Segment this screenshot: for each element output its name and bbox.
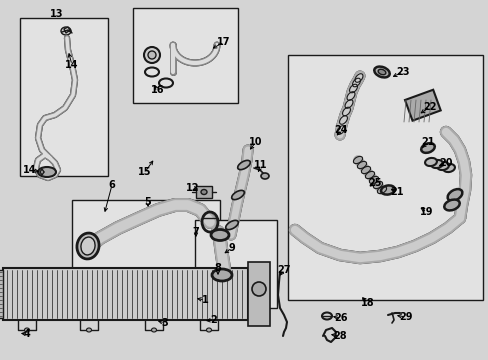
Ellipse shape: [81, 237, 95, 255]
Text: 22: 22: [423, 102, 436, 112]
Text: 4: 4: [23, 329, 30, 339]
Ellipse shape: [420, 143, 434, 153]
Text: 18: 18: [361, 298, 374, 308]
Text: 26: 26: [334, 313, 347, 323]
Ellipse shape: [206, 328, 211, 332]
Ellipse shape: [442, 164, 454, 172]
Ellipse shape: [210, 230, 228, 240]
Text: 1: 1: [201, 295, 208, 305]
Bar: [72, 200, 220, 310]
Ellipse shape: [201, 189, 206, 194]
Text: 29: 29: [398, 312, 412, 322]
Bar: [404, 90, 440, 121]
Bar: [247, 262, 269, 326]
Ellipse shape: [148, 51, 156, 59]
Bar: [195, 220, 276, 308]
Ellipse shape: [424, 158, 436, 166]
Text: 13: 13: [50, 9, 63, 19]
Ellipse shape: [251, 282, 265, 296]
Text: 5: 5: [144, 197, 151, 207]
Text: 12: 12: [186, 183, 199, 193]
Ellipse shape: [61, 27, 71, 35]
Ellipse shape: [86, 328, 91, 332]
Text: 17: 17: [217, 37, 230, 47]
Text: 25: 25: [367, 178, 381, 188]
Text: 14: 14: [65, 60, 79, 70]
Ellipse shape: [436, 162, 448, 170]
Ellipse shape: [143, 47, 160, 63]
Text: 2: 2: [210, 315, 217, 325]
Text: 10: 10: [249, 137, 262, 147]
Bar: [0, 270, 3, 318]
Ellipse shape: [212, 269, 231, 281]
Text: 16: 16: [151, 85, 164, 95]
Ellipse shape: [261, 173, 268, 179]
Text: 21: 21: [420, 137, 434, 147]
Ellipse shape: [380, 185, 394, 195]
Ellipse shape: [447, 189, 462, 201]
Ellipse shape: [38, 167, 56, 177]
Text: 23: 23: [395, 67, 409, 77]
Text: 8: 8: [214, 263, 221, 273]
Text: 11: 11: [254, 160, 267, 170]
Ellipse shape: [24, 328, 29, 332]
Ellipse shape: [430, 160, 442, 168]
Ellipse shape: [444, 199, 459, 211]
Ellipse shape: [225, 220, 238, 230]
Ellipse shape: [151, 328, 156, 332]
Text: 24: 24: [334, 125, 347, 135]
Text: 15: 15: [138, 167, 151, 177]
Bar: [3, 268, 247, 320]
Text: 21: 21: [389, 187, 403, 197]
Text: 3: 3: [162, 318, 168, 328]
Text: 20: 20: [438, 158, 452, 168]
Ellipse shape: [373, 67, 389, 77]
Bar: [196, 186, 212, 198]
Bar: [133, 8, 238, 103]
Text: 7: 7: [192, 227, 199, 237]
Ellipse shape: [237, 160, 250, 170]
Ellipse shape: [77, 233, 99, 259]
Ellipse shape: [377, 69, 385, 75]
Bar: [20, 18, 108, 176]
Text: 28: 28: [332, 331, 346, 341]
Text: 14: 14: [23, 165, 37, 175]
Ellipse shape: [231, 190, 244, 200]
Text: 19: 19: [419, 207, 433, 217]
Bar: [287, 55, 482, 300]
Text: 9: 9: [228, 243, 235, 253]
Text: 27: 27: [277, 265, 290, 275]
Text: 6: 6: [108, 180, 115, 190]
